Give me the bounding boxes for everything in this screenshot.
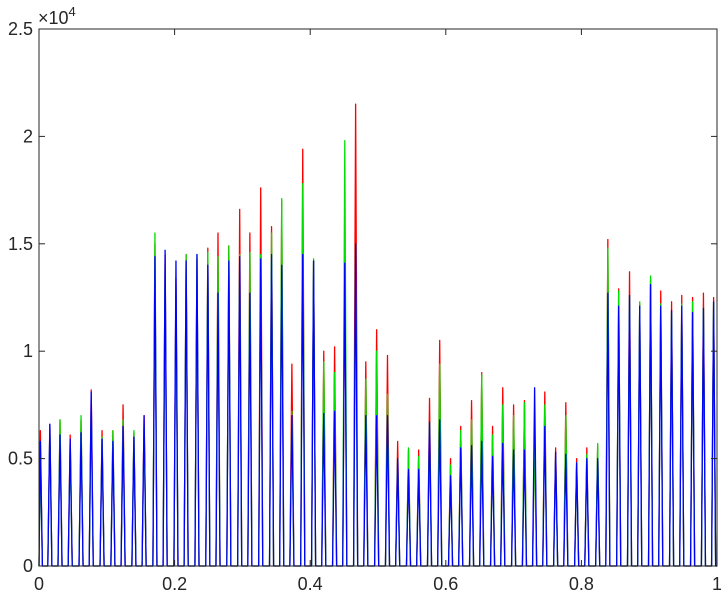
y-exponent-label: ×104	[38, 4, 76, 28]
series-lines	[38, 103, 717, 567]
x-tick-label: 0.2	[162, 574, 187, 594]
y-tick-label: 0.5	[8, 449, 33, 469]
x-tick-label: 0.6	[433, 574, 458, 594]
series-line-2	[38, 243, 717, 567]
y-tick-label: 1.5	[8, 234, 33, 254]
y-tick-label: 1	[23, 341, 33, 361]
x-axis: 0 0.2 0.4 0.6 0.8 1	[34, 29, 721, 594]
y-tick-label: 0	[23, 556, 33, 576]
y-tick-label: 2.5	[8, 19, 33, 39]
x-tick-label: 0.4	[298, 574, 323, 594]
y-exponent-power: 4	[69, 4, 76, 19]
x-tick-label: 0	[34, 574, 44, 594]
y-exponent-base: ×10	[38, 8, 69, 28]
x-tick-label: 0.8	[569, 574, 594, 594]
y-axis: 0 0.5 1 1.5 2 2.5	[8, 19, 717, 576]
y-tick-label: 2	[23, 126, 33, 146]
plot-frame	[38, 28, 718, 567]
x-tick-label: 1	[712, 574, 721, 594]
